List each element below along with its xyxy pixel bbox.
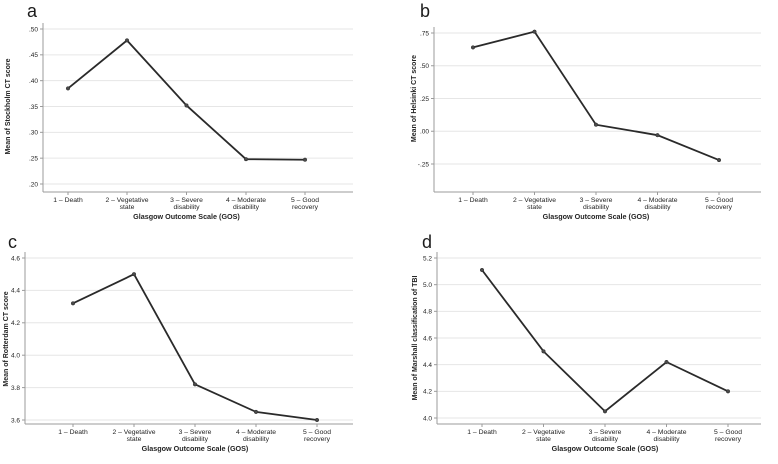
- svg-text:disability: disability: [644, 204, 671, 211]
- line-chart-marshall-classification: 5.2 5.0 4.8 4.6 4.4 4.2 4.0 1 – Death 2 – Vegeta…: [412, 252, 761, 453]
- svg-text:3 – Severe: 3 – Severe: [580, 197, 613, 204]
- svg-text:4.4: 4.4: [423, 362, 432, 369]
- panel-b: b .75 .50 .25 .00 -.25 1 – Death 2 – Vegetativ…: [389, 0, 778, 232]
- svg-text:recovery: recovery: [292, 204, 319, 211]
- line-chart-stockholm-ct-score: .50 .45 .40 .35 .30 .25 .20 1 – Death 2 – Vegeta…: [5, 23, 353, 221]
- svg-text:disability: disability: [583, 204, 610, 211]
- svg-text:Glasgow Outcome Scale (GOS): Glasgow Outcome Scale (GOS): [133, 212, 240, 221]
- line-chart-helsinki-ct-score: .75 .50 .25 .00 -.25 1 – Death 2 – Vegetatives…: [411, 27, 761, 221]
- svg-text:4.6: 4.6: [423, 335, 432, 342]
- svg-text:1 – Death: 1 – Death: [58, 429, 88, 436]
- svg-text:.45: .45: [29, 52, 38, 59]
- svg-text:.00: .00: [420, 129, 429, 136]
- svg-text:2 – Vegetative: 2 – Vegetative: [522, 429, 565, 436]
- line-chart-rotterdam-ct-score: 4.6 4.4 4.2 4.0 3.8 3.6 1 – Death 2 – Vegetativ…: [3, 252, 353, 453]
- svg-text:2 – Vegetative: 2 – Vegetative: [112, 429, 155, 436]
- panel-letter-c: c: [8, 232, 17, 252]
- svg-text:.25: .25: [29, 155, 38, 162]
- svg-text:state: state: [120, 204, 135, 211]
- svg-text:.50: .50: [420, 63, 429, 70]
- svg-text:4 – Moderate: 4 – Moderate: [637, 197, 677, 204]
- svg-text:Glasgow Outcome Scale (GOS): Glasgow Outcome Scale (GOS): [543, 212, 650, 221]
- svg-text:4 – Moderate: 4 – Moderate: [236, 429, 276, 436]
- svg-text:5.2: 5.2: [423, 255, 432, 262]
- svg-text:2 – Vegetative: 2 – Vegetative: [513, 197, 556, 204]
- svg-text:5 – Good: 5 – Good: [303, 429, 331, 436]
- svg-text:Mean of Helsinki CT score: Mean of Helsinki CT score: [411, 55, 418, 142]
- svg-text:3 – Severe: 3 – Severe: [179, 429, 212, 436]
- svg-text:.30: .30: [29, 130, 38, 137]
- svg-text:state: state: [527, 204, 542, 211]
- svg-text:state: state: [127, 436, 142, 443]
- svg-text:4.8: 4.8: [423, 309, 432, 316]
- svg-text:4.2: 4.2: [423, 389, 432, 396]
- svg-text:4.0: 4.0: [11, 353, 20, 360]
- panel-c: c 4.6 4.4 4.2 4.0 3.8 3.6 1 – Death 2 – Vegetat…: [0, 232, 389, 464]
- svg-text:3.8: 3.8: [11, 385, 20, 392]
- svg-text:4.0: 4.0: [423, 415, 432, 422]
- svg-text:.40: .40: [29, 78, 38, 85]
- svg-text:disability: disability: [592, 436, 619, 443]
- svg-text:recovery: recovery: [706, 204, 733, 211]
- svg-text:Mean of Stockholm CT score: Mean of Stockholm CT score: [5, 58, 12, 154]
- svg-text:.50: .50: [29, 26, 38, 33]
- svg-text:5 – Good: 5 – Good: [291, 197, 319, 204]
- panel-letter-d: d: [422, 232, 433, 252]
- svg-text:.20: .20: [29, 181, 38, 188]
- svg-text:4.6: 4.6: [11, 255, 20, 262]
- svg-text:Glasgow Outcome Scale (GOS): Glasgow Outcome Scale (GOS): [552, 444, 659, 453]
- svg-text:Mean of Rotterdam CT score: Mean of Rotterdam CT score: [3, 291, 10, 386]
- svg-text:4 – Moderate: 4 – Moderate: [646, 429, 686, 436]
- panel-letter-a: a: [27, 1, 38, 21]
- svg-text:Mean of Marshall classificatio: Mean of Marshall classification of TBI: [412, 276, 419, 401]
- svg-text:1 – Death: 1 – Death: [458, 197, 488, 204]
- svg-text:4.2: 4.2: [11, 320, 20, 327]
- svg-text:3 – Severe: 3 – Severe: [170, 197, 203, 204]
- svg-text:4.4: 4.4: [11, 288, 20, 295]
- svg-text:3 – Severe: 3 – Severe: [589, 429, 622, 436]
- svg-text:.25: .25: [420, 96, 429, 103]
- svg-text:4 – Moderate: 4 – Moderate: [226, 197, 266, 204]
- svg-text:recovery: recovery: [304, 436, 331, 443]
- svg-text:2 – Vegetative: 2 – Vegetative: [105, 197, 148, 204]
- svg-text:.75: .75: [420, 30, 429, 37]
- svg-text:5.0: 5.0: [423, 282, 432, 289]
- svg-text:recovery: recovery: [715, 436, 742, 443]
- panel-a: a .50 .45 .40 .35 .30 .25 .20 1 – Death 2 – Vege…: [0, 0, 389, 232]
- svg-text:state: state: [536, 436, 551, 443]
- svg-text:disability: disability: [182, 436, 209, 443]
- svg-text:-.25: -.25: [418, 161, 430, 168]
- panel-letter-b: b: [420, 1, 431, 21]
- panel-d: d 5.2 5.0 4.8 4.6 4.4 4.2 4.0 1 – Death 2 – Vege…: [389, 232, 778, 464]
- svg-text:disability: disability: [243, 436, 270, 443]
- svg-text:1 – Death: 1 – Death: [53, 197, 83, 204]
- svg-text:3.6: 3.6: [11, 417, 20, 424]
- svg-text:disability: disability: [233, 204, 260, 211]
- svg-text:Glasgow Outcome Scale (GOS): Glasgow Outcome Scale (GOS): [142, 444, 249, 453]
- svg-text:disability: disability: [653, 436, 680, 443]
- svg-text:disability: disability: [173, 204, 200, 211]
- svg-text:5 – Good: 5 – Good: [705, 197, 733, 204]
- svg-text:.35: .35: [29, 104, 38, 111]
- svg-text:5 – Good: 5 – Good: [714, 429, 742, 436]
- svg-text:1 – Death: 1 – Death: [467, 429, 497, 436]
